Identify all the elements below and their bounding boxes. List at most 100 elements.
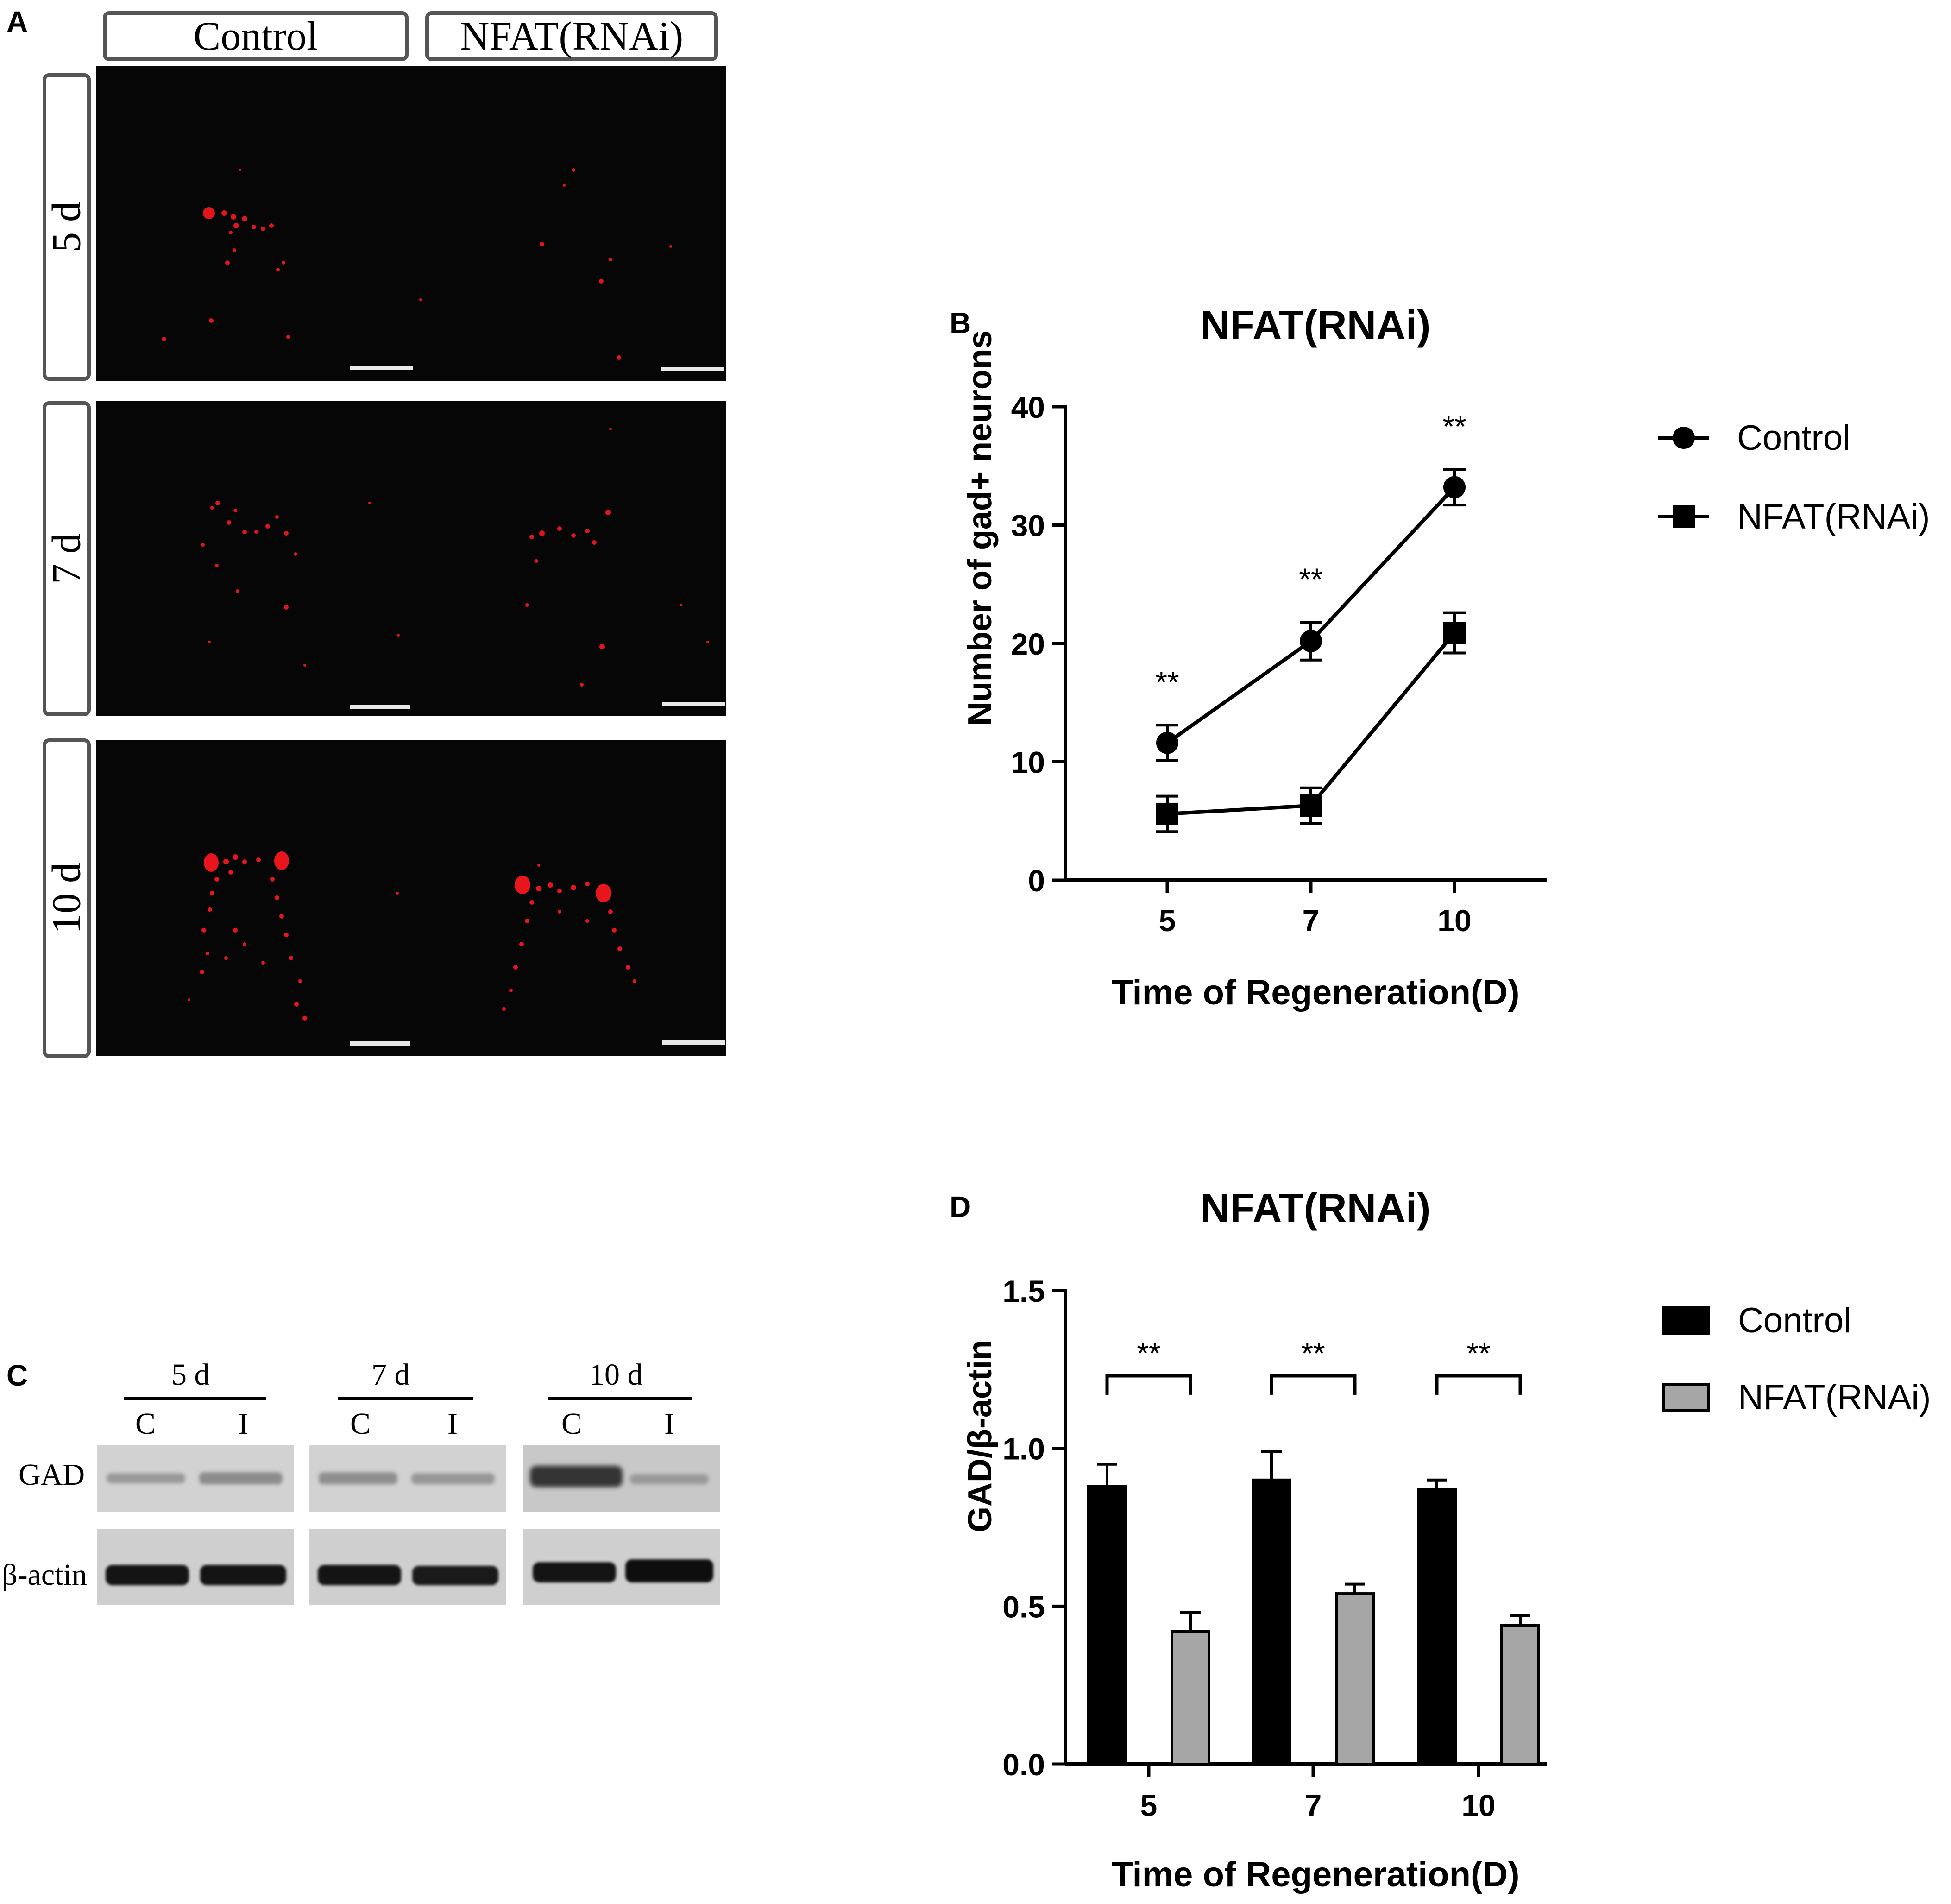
gad-blot-5d — [97, 1445, 294, 1512]
legend-label: Control — [1737, 418, 1850, 458]
legend-label: NFAT(RNAi) — [1738, 1378, 1931, 1417]
y-tick-label: 0.5 — [1002, 1589, 1045, 1624]
row-label-box-7d: 7 d — [43, 401, 91, 716]
lane-label: C — [561, 1407, 582, 1441]
time-underline — [548, 1397, 692, 1400]
axes: 0 10 20 30 40 5 7 10 — [1011, 390, 1547, 938]
y-axis-label: Number of gad+ neurons — [962, 330, 999, 726]
lane-label: C — [350, 1407, 371, 1441]
bar-nfat — [1335, 1592, 1375, 1766]
significance-marker: ** — [1301, 1336, 1325, 1370]
y-tick-label: 0 — [1028, 864, 1045, 898]
legend[interactable]: Control NFAT(RNAi) — [1658, 418, 1930, 536]
axes: 0.0 0.5 1.0 1.5 5 7 10 — [1002, 1274, 1547, 1822]
legend-swatch — [1662, 1383, 1710, 1412]
time-underline — [124, 1397, 266, 1400]
scale-bar — [662, 1040, 725, 1045]
time-label-5d: 5 d — [171, 1358, 210, 1392]
plot-area: ** ** ** — [1087, 1336, 1540, 1766]
significance-marker: ** — [1299, 562, 1322, 596]
scale-bar — [662, 702, 725, 706]
legend[interactable]: Control NFAT(RNAi) — [1662, 1301, 1931, 1417]
scale-bar — [661, 367, 724, 371]
y-tick-label: 20 — [1011, 627, 1045, 661]
lane-label: C — [135, 1407, 156, 1441]
row-label-box-5d: 5 d — [43, 73, 91, 381]
significance-bracket — [1105, 1374, 1192, 1395]
blot-row-label-gad: GAD — [19, 1458, 85, 1492]
significance-marker: ** — [1137, 1336, 1160, 1370]
significance-bracket — [1270, 1374, 1357, 1395]
legend-marker — [1673, 427, 1695, 449]
micrograph-5d — [96, 66, 726, 381]
y-tick-label: 1.5 — [1002, 1274, 1045, 1308]
chart-title: NFAT(RNAi) — [1201, 302, 1431, 348]
data-point — [1156, 802, 1178, 825]
row-label-box-10d: 10 d — [43, 738, 91, 1058]
y-axis-label: GAD/β-actin — [962, 1340, 999, 1532]
gad-blot-7d — [309, 1445, 506, 1512]
x-tick-label: 10 — [1437, 903, 1471, 938]
bar-control — [1252, 1478, 1291, 1765]
x-tick-label: 10 — [1461, 1788, 1495, 1822]
row-label-5d: 5 d — [44, 202, 89, 252]
x-tick-label: 7 — [1303, 903, 1320, 938]
x-axis-label: Time of Regeneration(D) — [1111, 1855, 1519, 1894]
chart-title: NFAT(RNAi) — [1201, 1185, 1431, 1231]
column-header-nfat-label: NFAT(RNAi) — [459, 13, 684, 59]
y-tick-label: 30 — [1011, 509, 1045, 543]
micrograph-10d — [96, 740, 726, 1056]
gad-blot-10d — [523, 1445, 720, 1512]
column-header-nfat: NFAT(RNAi) — [425, 11, 718, 61]
legend-label: Control — [1738, 1301, 1851, 1340]
significance-marker: ** — [1155, 665, 1179, 699]
scale-bar — [350, 366, 413, 370]
actin-blot-7d — [309, 1529, 506, 1605]
y-tick-label: 0.0 — [1002, 1747, 1045, 1782]
micrograph-7d — [96, 401, 726, 716]
time-label-10d: 10 d — [589, 1358, 643, 1392]
scale-bar — [350, 1041, 410, 1046]
x-axis-label: Time of Regeneration(D) — [1111, 973, 1519, 1012]
column-header-control-label: Control — [193, 13, 318, 59]
panel-c-letter: C — [6, 1359, 28, 1392]
lane-label: I — [238, 1407, 248, 1441]
significance-marker: ** — [1466, 1336, 1490, 1370]
scale-bar — [350, 705, 410, 709]
legend-marker — [1673, 505, 1695, 528]
panel-a-letter: A — [6, 5, 28, 38]
significance-bracket — [1435, 1374, 1522, 1395]
series-line-control — [1166, 486, 1456, 744]
micrograph-5d-cells — [162, 168, 672, 360]
row-label-7d: 7 d — [44, 533, 89, 584]
legend-swatch — [1662, 1306, 1710, 1335]
actin-blot-5d — [97, 1529, 294, 1605]
data-point — [1156, 731, 1178, 754]
lane-label: I — [664, 1407, 674, 1441]
row-label-10d: 10 d — [44, 863, 89, 934]
bar-control — [1087, 1485, 1127, 1765]
legend-label: NFAT(RNAi) — [1737, 497, 1930, 536]
x-tick-label: 7 — [1305, 1788, 1322, 1822]
column-header-control: Control — [103, 11, 409, 61]
x-tick-label: 5 — [1159, 903, 1176, 938]
bar-nfat — [1171, 1630, 1210, 1766]
data-point — [1443, 622, 1466, 644]
bar-nfat — [1500, 1624, 1540, 1765]
plot-area: ** ** ** — [1155, 409, 1466, 833]
significance-marker: ** — [1442, 409, 1466, 443]
y-tick-label: 40 — [1011, 390, 1045, 424]
actin-blot-10d — [523, 1529, 720, 1605]
data-point — [1300, 794, 1322, 817]
y-tick-label: 1.0 — [1002, 1432, 1045, 1466]
x-tick-label: 5 — [1140, 1788, 1158, 1822]
y-tick-label: 10 — [1011, 745, 1045, 780]
lane-label: I — [447, 1407, 458, 1441]
bar-chart: NFAT(RNAi) GAD/β-actin Time of Regenerat… — [962, 1185, 1931, 1894]
micrograph-10d-cells — [188, 851, 636, 1021]
line-chart: NFAT(RNAi) Number of gad+ neurons Time o… — [962, 302, 1930, 1012]
bar-control — [1417, 1488, 1457, 1765]
data-point — [1443, 476, 1466, 498]
data-point — [1300, 630, 1322, 652]
time-label-7d: 7 d — [371, 1358, 410, 1392]
